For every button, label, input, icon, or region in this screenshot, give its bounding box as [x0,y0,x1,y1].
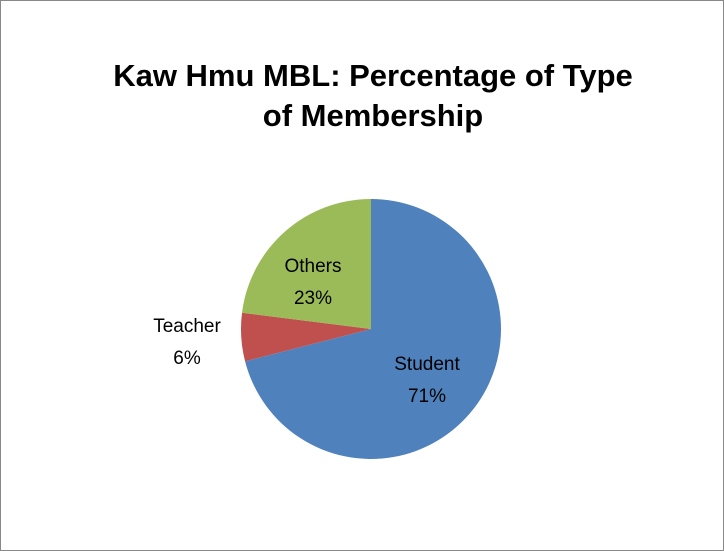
pie-slice [241,312,371,362]
slice-value-label: 6% [173,348,201,369]
slice-value-label: 71% [408,386,446,407]
slice-category-label: Teacher [153,316,221,337]
slice-category-label: Student [394,354,460,375]
slice-category-label: Others [284,256,341,277]
pie-slice [245,199,501,460]
pie-slice [242,199,371,329]
chart-title: Kaw Hmu MBL: Percentage of Type of Membe… [113,58,633,133]
slice-value-label: 23% [294,288,332,309]
